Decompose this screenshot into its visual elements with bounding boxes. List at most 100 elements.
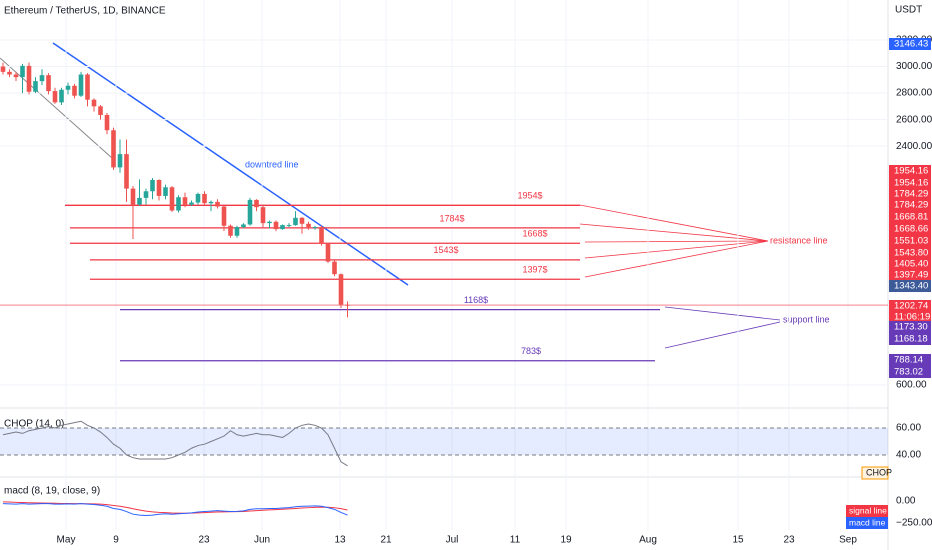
candle-body <box>0 66 6 72</box>
candle-body <box>254 199 259 208</box>
candle-body <box>143 191 149 198</box>
date-label: May <box>57 535 76 546</box>
price-tag <box>889 321 931 333</box>
candle-body <box>202 193 207 204</box>
countdown: 11:06:19 <box>894 312 930 323</box>
candle-body <box>338 274 344 305</box>
level-label: 1668$ <box>522 229 547 239</box>
price-tag-label: 1173.30 <box>894 322 928 333</box>
price-tag-label: 1668.81 <box>894 212 928 223</box>
countdown-tag <box>889 311 931 322</box>
candle-body <box>104 114 110 131</box>
legend-label: signal line <box>849 505 887 515</box>
candle-body <box>273 221 279 230</box>
date-label: 23 <box>198 535 210 546</box>
candle-body <box>20 65 25 78</box>
candle-body <box>221 206 227 226</box>
price-tag <box>889 354 931 366</box>
candle-body <box>176 197 181 211</box>
price-tag-label: 1784.29 <box>894 200 928 211</box>
currency: USDT <box>895 5 922 16</box>
candle-body <box>72 85 77 96</box>
macd-title: macd (8, 19, close, 9) <box>4 486 100 497</box>
legend-box <box>846 517 888 529</box>
price-tag-label: 1202.74 <box>894 301 928 312</box>
price-tag-label: 1668.66 <box>894 224 928 235</box>
candle-body <box>345 304 350 306</box>
chop-tick-label: 60.00 <box>896 423 921 434</box>
price-tag <box>889 38 931 50</box>
candle-body <box>280 225 285 230</box>
resistance-label: resistance line <box>770 235 828 245</box>
chop-line <box>2 420 348 467</box>
candle-body <box>117 154 123 168</box>
candle-body <box>7 71 12 75</box>
candle-body <box>182 197 188 205</box>
macd-series <box>2 501 348 514</box>
price-tag <box>889 211 931 223</box>
price-tag <box>889 258 931 270</box>
candle-body <box>189 202 194 205</box>
price-tag-label: 1954.16 <box>894 166 928 177</box>
candle-body <box>267 221 272 224</box>
candle-body <box>234 227 240 236</box>
level-label: 1168$ <box>464 295 488 305</box>
candle-body <box>59 89 64 103</box>
price-tag <box>889 177 931 189</box>
date-label: Jul <box>446 535 459 546</box>
downtrend-line <box>52 42 409 286</box>
candle-body <box>65 85 71 90</box>
date-label: 23 <box>783 535 795 546</box>
price-tag-label: 1397.49 <box>894 270 928 281</box>
price-tick-label: 2400.00 <box>896 141 932 152</box>
trend-arrow <box>0 57 113 159</box>
price-tag-label: 3146.43 <box>894 39 928 50</box>
price-tag <box>889 235 931 247</box>
chop-badge-label: CHOP <box>866 467 892 477</box>
support-label: support line <box>783 314 830 324</box>
price-tag <box>889 366 931 378</box>
date-label: 9 <box>113 535 119 546</box>
candle-body <box>156 179 162 196</box>
price-tag <box>889 188 931 200</box>
price-tick-label: 600.00 <box>896 380 927 391</box>
date-label: Jun <box>254 535 270 546</box>
candle-body <box>13 74 19 78</box>
date-label: 13 <box>334 535 346 546</box>
candle-body <box>195 193 201 203</box>
level-label: 783$ <box>521 346 541 356</box>
price-tag <box>889 199 931 211</box>
chop-title: CHOP (14, 0) <box>4 419 64 430</box>
candle-body <box>52 91 58 103</box>
price-tag <box>889 333 931 345</box>
level-label: 1954$ <box>517 191 542 201</box>
price-tick-label: 3000.00 <box>896 61 932 72</box>
date-label: 11 <box>510 535 521 546</box>
candle-body <box>215 201 220 207</box>
candle-body <box>78 74 84 96</box>
chop-tick-label: 40.00 <box>896 450 921 461</box>
candle-body <box>169 187 175 211</box>
candle-body <box>85 74 90 100</box>
date-label: 15 <box>732 535 744 546</box>
price-tag-label: 788.14 <box>894 355 923 366</box>
legend-box <box>846 505 888 517</box>
price-tag <box>889 280 931 292</box>
candle-body <box>98 106 103 115</box>
candle-body <box>306 223 311 228</box>
candle-body <box>33 81 38 92</box>
price-tag <box>889 269 931 281</box>
candle-body <box>111 130 116 168</box>
chop-band <box>0 428 888 455</box>
date-label: Aug <box>639 535 657 546</box>
price-tag <box>889 223 931 235</box>
level-label: 1784$ <box>439 213 464 223</box>
price-tag <box>889 247 931 259</box>
candle-body <box>332 261 337 275</box>
macd-series <box>2 503 348 517</box>
candle-body <box>39 75 45 82</box>
downtrend-label: downtred line <box>245 159 299 169</box>
candle-body <box>163 187 168 196</box>
